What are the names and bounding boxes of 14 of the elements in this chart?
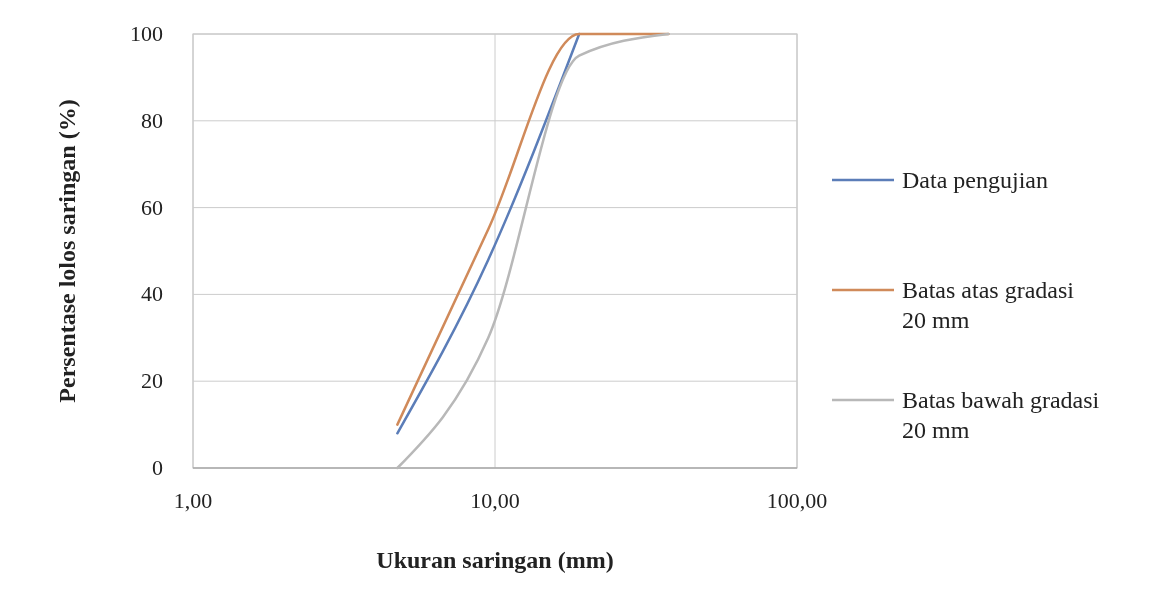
legend-label: Batas bawah gradasi 20 mm [902, 387, 1100, 443]
x-axis-title: Ukuran saringan (mm) [376, 547, 614, 573]
x-tick-label: 1,00 [173, 488, 213, 513]
y-axis-title: Persentase lolos saringan (%) [54, 99, 80, 403]
y-tick-label: 40 [141, 281, 163, 307]
x-tick-label: 10,00 [470, 488, 520, 513]
y-tick-label: 60 [141, 194, 163, 220]
x-tick-label: 100,00 [766, 488, 828, 513]
legend-label: Batas atas gradasi 20 mm [902, 277, 1075, 333]
y-tick-label: 0 [152, 455, 163, 480]
y-tick-label: 80 [141, 107, 163, 133]
y-tick-label: 20 [141, 368, 163, 394]
legend-label: Data pengujian [902, 167, 1048, 193]
y-tick-label: 100 [130, 21, 163, 46]
